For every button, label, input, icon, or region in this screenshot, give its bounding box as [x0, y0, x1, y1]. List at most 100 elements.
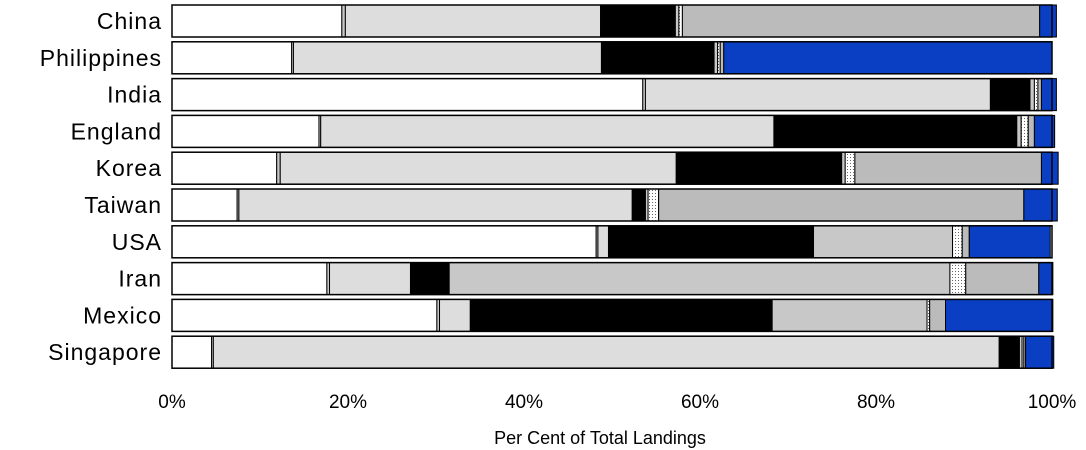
bar-segment-taiwan-3: [238, 188, 633, 222]
bar-segment-korea-4: [675, 151, 843, 185]
bar-segment-philippines-1: [171, 41, 293, 75]
x-tick-label: 40%: [505, 392, 543, 413]
category-label-taiwan: Taiwan: [84, 192, 162, 218]
bar-segment-india-6: [1033, 78, 1039, 112]
bar-england: [171, 114, 1056, 149]
bar-segment-india-7: [1037, 78, 1042, 112]
bar-segment-india-5: [1029, 78, 1035, 112]
bar-segment-usa-3: [597, 225, 609, 259]
category-label-india: India: [107, 82, 162, 108]
category-label-usa: USA: [112, 229, 162, 255]
bar-segment-india-4: [989, 78, 1031, 112]
bar-iran: [171, 261, 1054, 296]
bar-segment-iran-5: [448, 262, 951, 296]
bar-segment-taiwan-7: [658, 188, 1025, 222]
bar-segment-mexico-3: [439, 298, 471, 332]
category-label-iran: Iran: [118, 266, 162, 292]
bar-segment-singapore-3: [212, 335, 1000, 369]
bar-segment-china-7: [681, 4, 1041, 38]
bar-segment-taiwan-4: [631, 188, 646, 222]
bar-segment-iran-4: [409, 262, 450, 296]
bar-segment-korea-1: [171, 151, 278, 185]
bar-segment-china-5: [674, 4, 680, 38]
bar-outline-mexico: [171, 298, 1053, 333]
category-label-mexico: Mexico: [83, 302, 162, 328]
bar-outline-iran: [171, 261, 1053, 296]
bar-segment-philippines-7: [719, 41, 725, 75]
bar-segment-usa-8: [968, 225, 1051, 259]
bar-segment-usa-5: [813, 225, 954, 259]
bar-segment-taiwan-1: [171, 188, 238, 222]
bar-outline-india: [171, 77, 1053, 112]
bar-segment-china-1: [171, 4, 343, 38]
bar-outline-taiwan: [171, 188, 1053, 222]
bar-china: [171, 4, 1057, 38]
category-label-singapore: Singapore: [48, 339, 162, 365]
bar-segment-mexico-8: [945, 298, 1054, 332]
bar-segment-india-1: [171, 78, 644, 112]
bar-segment-philippines-5: [713, 41, 719, 75]
bar-segment-singapore-4: [998, 335, 1020, 369]
bar-usa: [171, 225, 1053, 259]
bar-segment-iran-6: [949, 262, 967, 296]
bar-outline-singapore: [171, 335, 1053, 369]
bar-segment-philippines-8: [723, 41, 1053, 75]
bar-outline-england: [171, 114, 1053, 149]
x-tick-label: 80%: [857, 392, 895, 413]
bar-segment-iran-1: [171, 262, 328, 296]
bar-segment-china-8: [1039, 4, 1057, 38]
bar-segment-korea-2: [276, 151, 281, 185]
bar-segment-philippines-4: [600, 41, 715, 75]
bar-taiwan: [171, 188, 1058, 222]
bar-outline-philippines: [171, 41, 1053, 75]
bar-segment-england-5: [1016, 114, 1022, 148]
x-axis-title: Per Cent of Total Landings: [494, 428, 706, 448]
bar-segment-mexico-5: [771, 298, 928, 332]
bar-segment-china-6: [678, 4, 683, 38]
x-tick-label: 20%: [329, 392, 367, 413]
bar-outline-usa: [171, 225, 1053, 259]
bar-segment-usa-7: [961, 225, 970, 259]
bar-segment-usa-1: [171, 225, 597, 259]
bar-segment-india-8: [1040, 78, 1057, 112]
bar-segment-singapore-8: [1025, 335, 1055, 369]
bar-segment-england-6: [1020, 114, 1029, 148]
x-tick-label: 100%: [1028, 392, 1077, 413]
bar-segment-mexico-7: [929, 298, 947, 332]
x-tick-label: 60%: [681, 392, 719, 413]
bar-segment-china-3: [344, 4, 602, 38]
bar-segment-korea-3: [279, 151, 677, 185]
bar-segment-china-2: [341, 4, 346, 38]
bar-segment-korea-5: [841, 151, 846, 185]
bar-segment-korea-7: [854, 151, 1042, 185]
x-tick-label: 0%: [158, 392, 186, 413]
bar-segment-mexico-4: [469, 298, 773, 332]
bar-segment-mexico-1: [171, 298, 438, 332]
bar-segment-iran-8: [1038, 262, 1054, 296]
bar-outline-korea: [171, 151, 1053, 185]
bar-segment-philippines-3: [292, 41, 602, 75]
bar-india: [171, 77, 1057, 112]
bar-segment-england-1: [171, 114, 320, 148]
bar-segment-china-4: [600, 4, 676, 38]
bar-segment-england-7: [1027, 114, 1035, 148]
category-label-china: China: [97, 8, 162, 34]
bar-outline-china: [171, 4, 1053, 38]
bar-segment-taiwan-6: [647, 188, 660, 222]
bar-segment-usa-4: [607, 225, 815, 259]
bar-segment-iran-7: [965, 262, 1040, 296]
bar-segment-korea-8: [1040, 151, 1059, 185]
bar-segment-india-3: [644, 78, 991, 112]
category-label-england: England: [71, 118, 162, 144]
bar-mexico: [171, 298, 1054, 333]
category-label-philippines: Philippines: [40, 45, 162, 71]
bar-segment-iran-3: [329, 262, 411, 296]
category-label-korea: Korea: [96, 155, 162, 181]
bar-segment-england-4: [773, 114, 1018, 148]
bar-segment-england-3: [320, 114, 775, 148]
bar-singapore: [171, 335, 1055, 369]
bar-segment-usa-6: [952, 225, 963, 259]
bar-segment-korea-6: [844, 151, 856, 185]
bar-philippines: [171, 41, 1053, 75]
